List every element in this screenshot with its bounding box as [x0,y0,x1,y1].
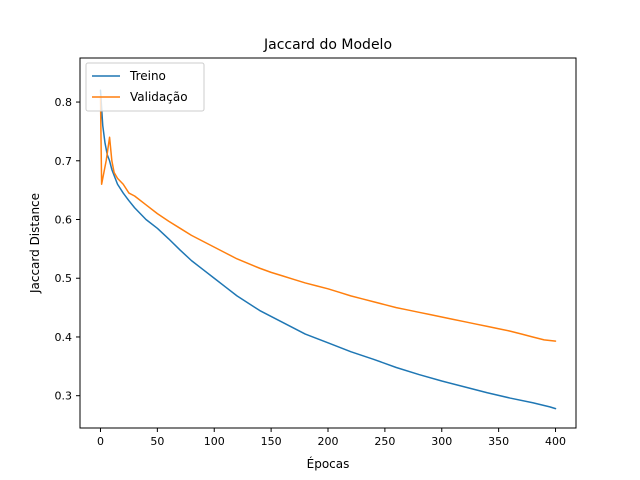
y-axis-label: Jaccard Distance [28,193,42,294]
x-ticks: 0 50 100 150 200 250 300 350 400 [97,428,566,448]
y-ticks: 0.3 0.4 0.5 0.6 0.7 0.8 [55,96,80,403]
x-tick-label: 400 [545,435,566,448]
series-layer [99,89,557,410]
y-tick-label: 0.4 [55,331,73,344]
x-tick-label: 350 [488,435,509,448]
y-tick-label: 0.7 [55,155,73,168]
legend-box [85,62,205,112]
y-tick-label: 0.3 [55,390,73,403]
x-tick-label: 50 [150,435,164,448]
legend-label-validacao: Validação [130,90,188,104]
x-tick-label: 300 [431,435,452,448]
x-tick-label: 0 [97,435,104,448]
plot-area [80,58,576,428]
x-tick-label: 100 [204,435,225,448]
chart-title: Jaccard do Modelo [263,37,392,53]
x-axis-label: Épocas [307,456,350,471]
x-tick-label: 150 [261,435,282,448]
y-tick-label: 0.6 [55,214,73,227]
legend: Treino Validação [85,62,205,112]
x-tick-label: 250 [374,435,395,448]
plot-frame [79,57,577,429]
y-tick-label: 0.8 [55,96,73,109]
y-tick-label: 0.5 [55,272,73,285]
series-line-0 [99,89,557,410]
x-tick-label: 200 [318,435,339,448]
series-line-1 [99,95,557,342]
legend-label-treino: Treino [129,69,166,83]
